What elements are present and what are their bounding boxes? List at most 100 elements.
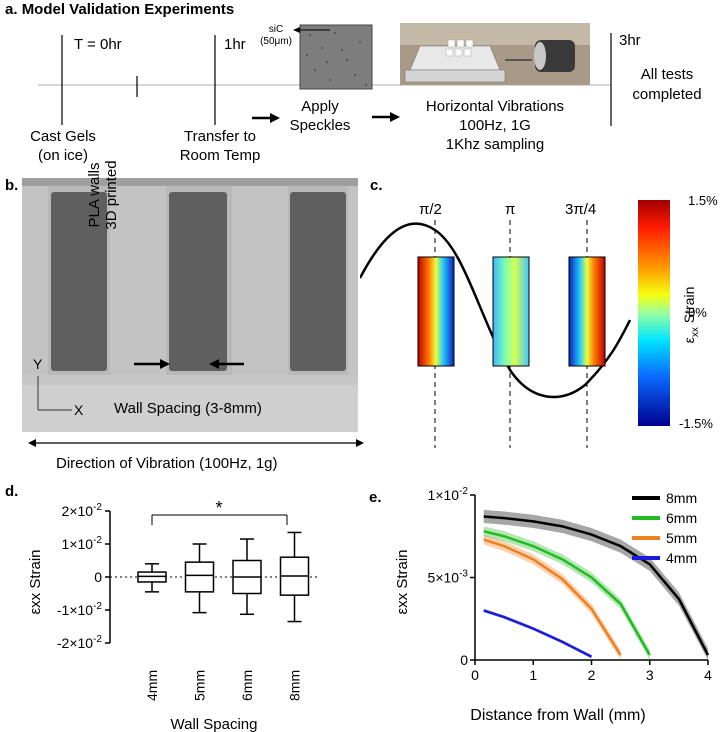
completed-caption: All tests completed [622, 65, 712, 105]
sic-line1: siC [268, 24, 284, 35]
d-category-label: 6mm [239, 670, 255, 701]
pla-line2: 3D printed [103, 160, 120, 230]
d-ylabel: εxx Strain [27, 549, 44, 614]
pla-wall-1 [22, 186, 48, 375]
shaker-motor [535, 40, 575, 72]
phase-label-2: π [505, 201, 516, 218]
e-ytick-exp: -2 [459, 486, 468, 497]
pla-wall-4 [348, 186, 358, 375]
sic-caption: siC (50μm) [256, 24, 296, 48]
e-band-4mm [483, 608, 592, 659]
d-category-label: 5mm [192, 670, 208, 701]
e-series-5mm [483, 538, 622, 656]
strain-map-pi-2 [417, 256, 455, 367]
cast-line2: (on ice) [37, 147, 89, 164]
e-series-6mm [483, 530, 651, 656]
panel-a-label: a. [5, 1, 18, 18]
panel-a-timeline [38, 23, 612, 126]
panel-d-boxplot: εxx Strain Wall Spacing * 2×10-21×10-20-… [27, 498, 320, 732]
e-xlabel: Distance from Wall (mm) [470, 707, 645, 724]
d-ytick-label: -2×10-2 [57, 634, 103, 651]
e-ylabel: εxx Strain [394, 549, 411, 614]
e-legend-label-4mm: 4mm [666, 550, 697, 566]
transfer-line2: Room Temp [179, 147, 261, 164]
apply-line2: Speckles [289, 117, 351, 134]
speckle-photo [299, 24, 373, 90]
strain-map-3pi-4 [568, 256, 606, 367]
arrow-to-speckles-head [270, 113, 280, 123]
e-ytick-base: 0 [460, 652, 468, 668]
gel-channel-2 [169, 192, 227, 371]
wall-spacing-label: Wall Spacing (3-8mm) [114, 400, 262, 417]
colorbar-title-sub: xx [689, 327, 701, 338]
d-ytick-exp: -2 [93, 502, 102, 513]
e-legend-label-8mm: 8mm [666, 490, 697, 506]
d-category-label: 8mm [287, 670, 303, 701]
pla-wall-2 [110, 186, 166, 375]
direction-label: Direction of Vibration (100Hz, 1g) [56, 455, 278, 472]
d-ytick-exp: -2 [93, 634, 102, 645]
speckles-caption: Apply Speckles [285, 97, 355, 135]
panel-e-label: e. [369, 489, 382, 506]
sic-line2: (50μm) [260, 36, 292, 47]
e-series-8mm [483, 515, 710, 656]
axis-x-label: X [74, 402, 84, 418]
e-xtick-label: 3 [646, 667, 654, 683]
colorbar-title-prefix: ε [681, 337, 697, 344]
d-ytick-base: -1×10 [57, 602, 93, 618]
gel-channel-3 [290, 192, 346, 371]
pla-wall-3 [232, 186, 288, 375]
t3-label: 3hr [619, 32, 641, 49]
strain-map-pi [492, 256, 530, 367]
t1-label: 1hr [224, 36, 246, 53]
e-xtick-label: 2 [588, 667, 596, 683]
panel-a-title: Model Validation Experiments [21, 1, 235, 18]
sample-grid [445, 39, 474, 57]
done-line2: completed [632, 86, 702, 103]
d-xlabel: Wall Spacing [171, 716, 258, 732]
done-line1: All tests [640, 66, 694, 83]
d-ytick-label: -1×10-2 [57, 601, 103, 618]
horiz-line1: Horizontal Vibrations [425, 98, 565, 115]
e-ytick-base: 5×10 [428, 570, 460, 586]
horiz-line3: 1Khz sampling [445, 136, 545, 153]
phase-label-3: 3π/4 [565, 201, 597, 218]
d-ytick-base: 0 [94, 569, 102, 585]
transfer-caption: Transfer to Room Temp [170, 127, 270, 165]
e-xtick-label: 0 [471, 667, 479, 683]
panel-d-label: d. [5, 483, 19, 500]
e-band-6mm [483, 526, 650, 660]
colorbar-title-suffix: Strain [681, 286, 697, 328]
speckle-dots [306, 32, 367, 86]
e-ytick-label: 0 [460, 652, 468, 668]
pla-line1: PLA walls [86, 162, 103, 228]
d-box-5mm [184, 561, 215, 593]
d-ytick-base: 1×10 [62, 536, 94, 552]
d-ytick-label: 2×10-2 [62, 502, 103, 519]
e-xtick-label: 4 [704, 667, 712, 683]
arrow-to-vibrations-head [390, 112, 400, 122]
d-ytick-exp: -2 [93, 535, 102, 546]
e-legend-label-5mm: 5mm [666, 530, 697, 546]
colorbar-tick-top: 1.5% [688, 193, 718, 208]
panel-e-linechart: εxx Strain Distance from Wall (mm) 0 1 2 3 4… [394, 486, 712, 724]
panel-a-heading: a. Model Validation Experiments [5, 1, 234, 18]
vibration-caption: Horizontal Vibrations 100Hz, 1G 1Khz sam… [405, 97, 585, 154]
phase-label-1: π/2 [419, 201, 442, 218]
d-significance: * [215, 498, 222, 518]
cast-line1: Cast Gels [30, 128, 96, 145]
gel-channel-1 [51, 192, 107, 371]
e-ytick-label: 5×10-3 [428, 569, 469, 586]
e-band-5mm [483, 534, 621, 660]
colorbar-tick-mid: 0% [688, 305, 707, 320]
d-ylabel-text: εxx Strain [27, 549, 44, 614]
direction-arrow [28, 439, 364, 447]
d-ytick-label: 0 [94, 569, 102, 585]
vibration-photo-wall [400, 23, 590, 45]
transfer-line1: Transfer to [184, 128, 256, 145]
sic-pointer-head [293, 27, 300, 33]
colorbar [638, 200, 670, 426]
e-xtick-label: 1 [529, 667, 537, 683]
d-ytick-base: 2×10 [62, 503, 94, 519]
e-ytick-label: 1×10-2 [428, 486, 469, 503]
